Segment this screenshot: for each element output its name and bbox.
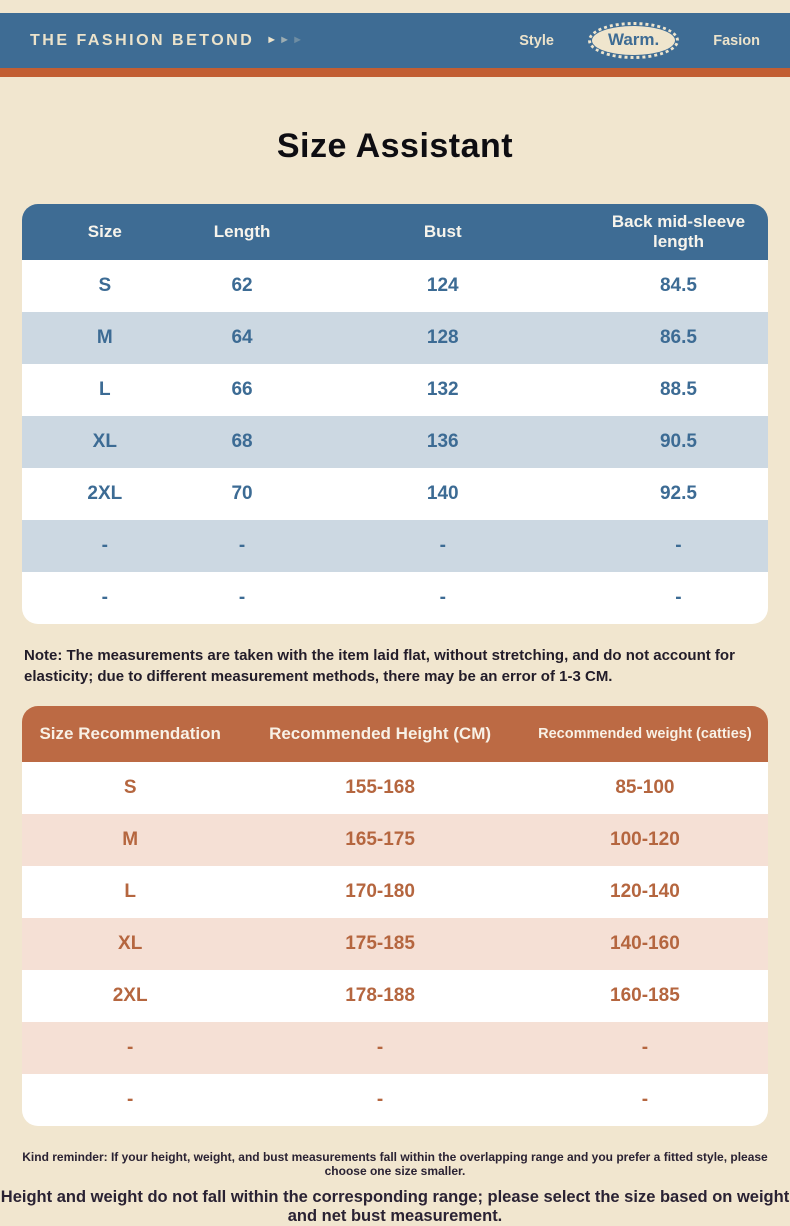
table-row: --- [22, 1021, 768, 1074]
top-header-bar: THE FASHION BETOND ► ► ► Style Warm. Fas… [0, 13, 790, 68]
table-row: L 170-180 120-140 [22, 865, 768, 918]
table-header-row: Size Recommendation Recommended Height (… [22, 705, 768, 762]
table-cell: XL [22, 416, 188, 468]
size-recommendation-table: Size Recommendation Recommended Height (… [22, 705, 768, 1126]
table-cell: 90.5 [588, 416, 768, 468]
table-row: XL 175-185 140-160 [22, 917, 768, 970]
brand-logo: THE FASHION BETOND ► ► ► [30, 32, 303, 50]
table-row: M 165-175 100-120 [22, 813, 768, 866]
table-cell: 160-185 [521, 969, 768, 1022]
table-cell: S [22, 761, 239, 814]
table-cell: - [22, 520, 188, 572]
table-row: M 64 128 86.5 [22, 312, 768, 364]
table-header-row: Size Length Bust Back mid-sleeve length [22, 204, 768, 260]
size-measurement-table: Size Length Bust Back mid-sleeve length … [22, 204, 768, 624]
recommendation-table-body: S 155-168 85-100 M 165-175 100-120 L 170-180 120… [22, 761, 768, 1126]
table-cell: 70 [187, 468, 297, 520]
table-cell: 128 [296, 312, 589, 364]
header-nav: Style Warm. Fasion [519, 22, 760, 59]
nav-item-style[interactable]: Style [519, 32, 554, 49]
table-row: 2XL 70 140 92.5 [22, 468, 768, 520]
table-cell: L [22, 865, 239, 918]
table-cell: 155-168 [238, 761, 522, 814]
recommendation-table-header: Size Recommendation Recommended Height (… [22, 705, 768, 762]
table-cell: - [521, 1021, 768, 1074]
table-cell: M [22, 813, 239, 866]
table-cell: 86.5 [588, 312, 768, 364]
column-header-recommended-weight: Recommended weight (catties) [521, 705, 768, 762]
column-header-back-mid-sleeve: Back mid-sleeve length [588, 204, 768, 260]
table-cell: 64 [187, 312, 297, 364]
table-cell: 100-120 [521, 813, 768, 866]
table-cell: - [521, 1073, 768, 1126]
table-row: 2XL 178-188 160-185 [22, 969, 768, 1022]
table-cell: 178-188 [238, 969, 522, 1022]
size-table-header: Size Length Bust Back mid-sleeve length [22, 204, 768, 260]
table-cell: 140 [296, 468, 589, 520]
table-cell: - [296, 572, 589, 624]
table-cell: - [588, 520, 768, 572]
column-header-bust: Bust [296, 204, 589, 260]
table-row: --- [22, 1073, 768, 1126]
table-row: ---- [22, 520, 768, 572]
table-cell: 165-175 [238, 813, 522, 866]
table-cell: 175-185 [238, 917, 522, 970]
table-cell: 62 [187, 260, 297, 312]
size-table-body: S 62 124 84.5 M 64 128 86.5 L 66 132 88.5 XL 68 136 90.… [22, 260, 768, 624]
table-cell: 85-100 [521, 761, 768, 814]
table-cell: 170-180 [238, 865, 522, 918]
nav-item-fasion[interactable]: Fasion [713, 32, 760, 49]
table-cell: 132 [296, 364, 589, 416]
table-cell: M [22, 312, 188, 364]
range-footnote: Height and weight do not fall within the… [0, 1187, 790, 1225]
table-cell: - [22, 572, 188, 624]
triple-forward-arrow-icon: ► ► ► [266, 34, 303, 46]
table-cell: 84.5 [588, 260, 768, 312]
column-header-size-recommendation: Size Recommendation [22, 705, 239, 762]
table-cell: XL [22, 917, 239, 970]
table-row: ---- [22, 572, 768, 624]
table-row: XL 68 136 90.5 [22, 416, 768, 468]
table-cell: 68 [187, 416, 297, 468]
table-cell: 140-160 [521, 917, 768, 970]
column-header-size: Size [22, 204, 188, 260]
nav-item-warm-badge[interactable]: Warm. [587, 22, 680, 59]
table-cell: 120-140 [521, 865, 768, 918]
table-cell: 2XL [22, 468, 188, 520]
column-header-length: Length [187, 204, 297, 260]
column-header-recommended-height: Recommended Height (CM) [238, 705, 522, 762]
table-cell: - [187, 520, 297, 572]
table-cell: S [22, 260, 188, 312]
table-cell: L [22, 364, 188, 416]
table-cell: - [22, 1073, 239, 1126]
kind-reminder-note: Kind reminder: If your height, weight, a… [22, 1149, 768, 1178]
table-cell: 88.5 [588, 364, 768, 416]
brand-name: THE FASHION BETOND [30, 31, 255, 49]
table-row: L 66 132 88.5 [22, 364, 768, 416]
table-cell: - [187, 572, 297, 624]
table-cell: - [296, 520, 589, 572]
measurement-note: Note: The measurements are taken with th… [24, 647, 735, 686]
table-cell: 92.5 [588, 468, 768, 520]
table-cell: 124 [296, 260, 589, 312]
table-row: S 62 124 84.5 [22, 260, 768, 312]
page-title: Size Assistant [276, 127, 514, 165]
table-cell: - [588, 572, 768, 624]
table-cell: - [238, 1021, 522, 1074]
table-cell: - [22, 1021, 239, 1074]
accent-divider [0, 68, 790, 77]
table-row: S 155-168 85-100 [22, 761, 768, 814]
table-cell: - [238, 1073, 522, 1126]
table-cell: 136 [296, 416, 589, 468]
table-cell: 66 [187, 364, 297, 416]
table-cell: 2XL [22, 969, 239, 1022]
